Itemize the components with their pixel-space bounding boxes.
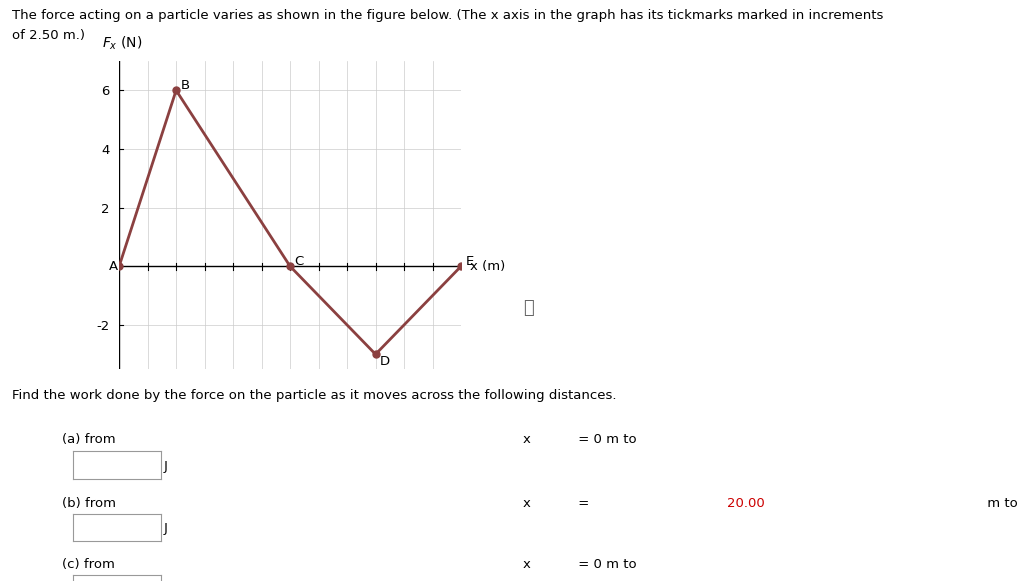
Text: x: x <box>523 497 530 510</box>
Text: = 0 m to: = 0 m to <box>574 433 641 446</box>
Text: (a) from: (a) from <box>62 433 120 446</box>
Text: A: A <box>109 260 118 273</box>
Text: ⓘ: ⓘ <box>523 299 534 317</box>
Text: J: J <box>164 522 168 535</box>
Text: = 0 m to: = 0 m to <box>574 558 641 571</box>
Text: m to: m to <box>983 497 1023 510</box>
Text: $F_x$ (N): $F_x$ (N) <box>102 35 143 52</box>
Text: =: = <box>574 497 594 510</box>
Text: C: C <box>294 256 304 268</box>
Text: B: B <box>180 80 190 92</box>
Text: Find the work done by the force on the particle as it moves across the following: Find the work done by the force on the p… <box>12 389 616 402</box>
Text: J: J <box>164 460 168 473</box>
Text: x (m): x (m) <box>470 260 506 273</box>
Text: of 2.50 m.): of 2.50 m.) <box>12 29 85 42</box>
Text: 20.00: 20.00 <box>727 497 766 510</box>
Text: (c) from: (c) from <box>62 558 119 571</box>
Text: (b) from: (b) from <box>62 497 120 510</box>
Text: E: E <box>465 256 473 268</box>
Text: D: D <box>380 355 391 368</box>
Text: x: x <box>523 433 530 446</box>
Text: x: x <box>523 558 530 571</box>
Text: The force acting on a particle varies as shown in the figure below. (The x axis : The force acting on a particle varies as… <box>12 9 884 21</box>
